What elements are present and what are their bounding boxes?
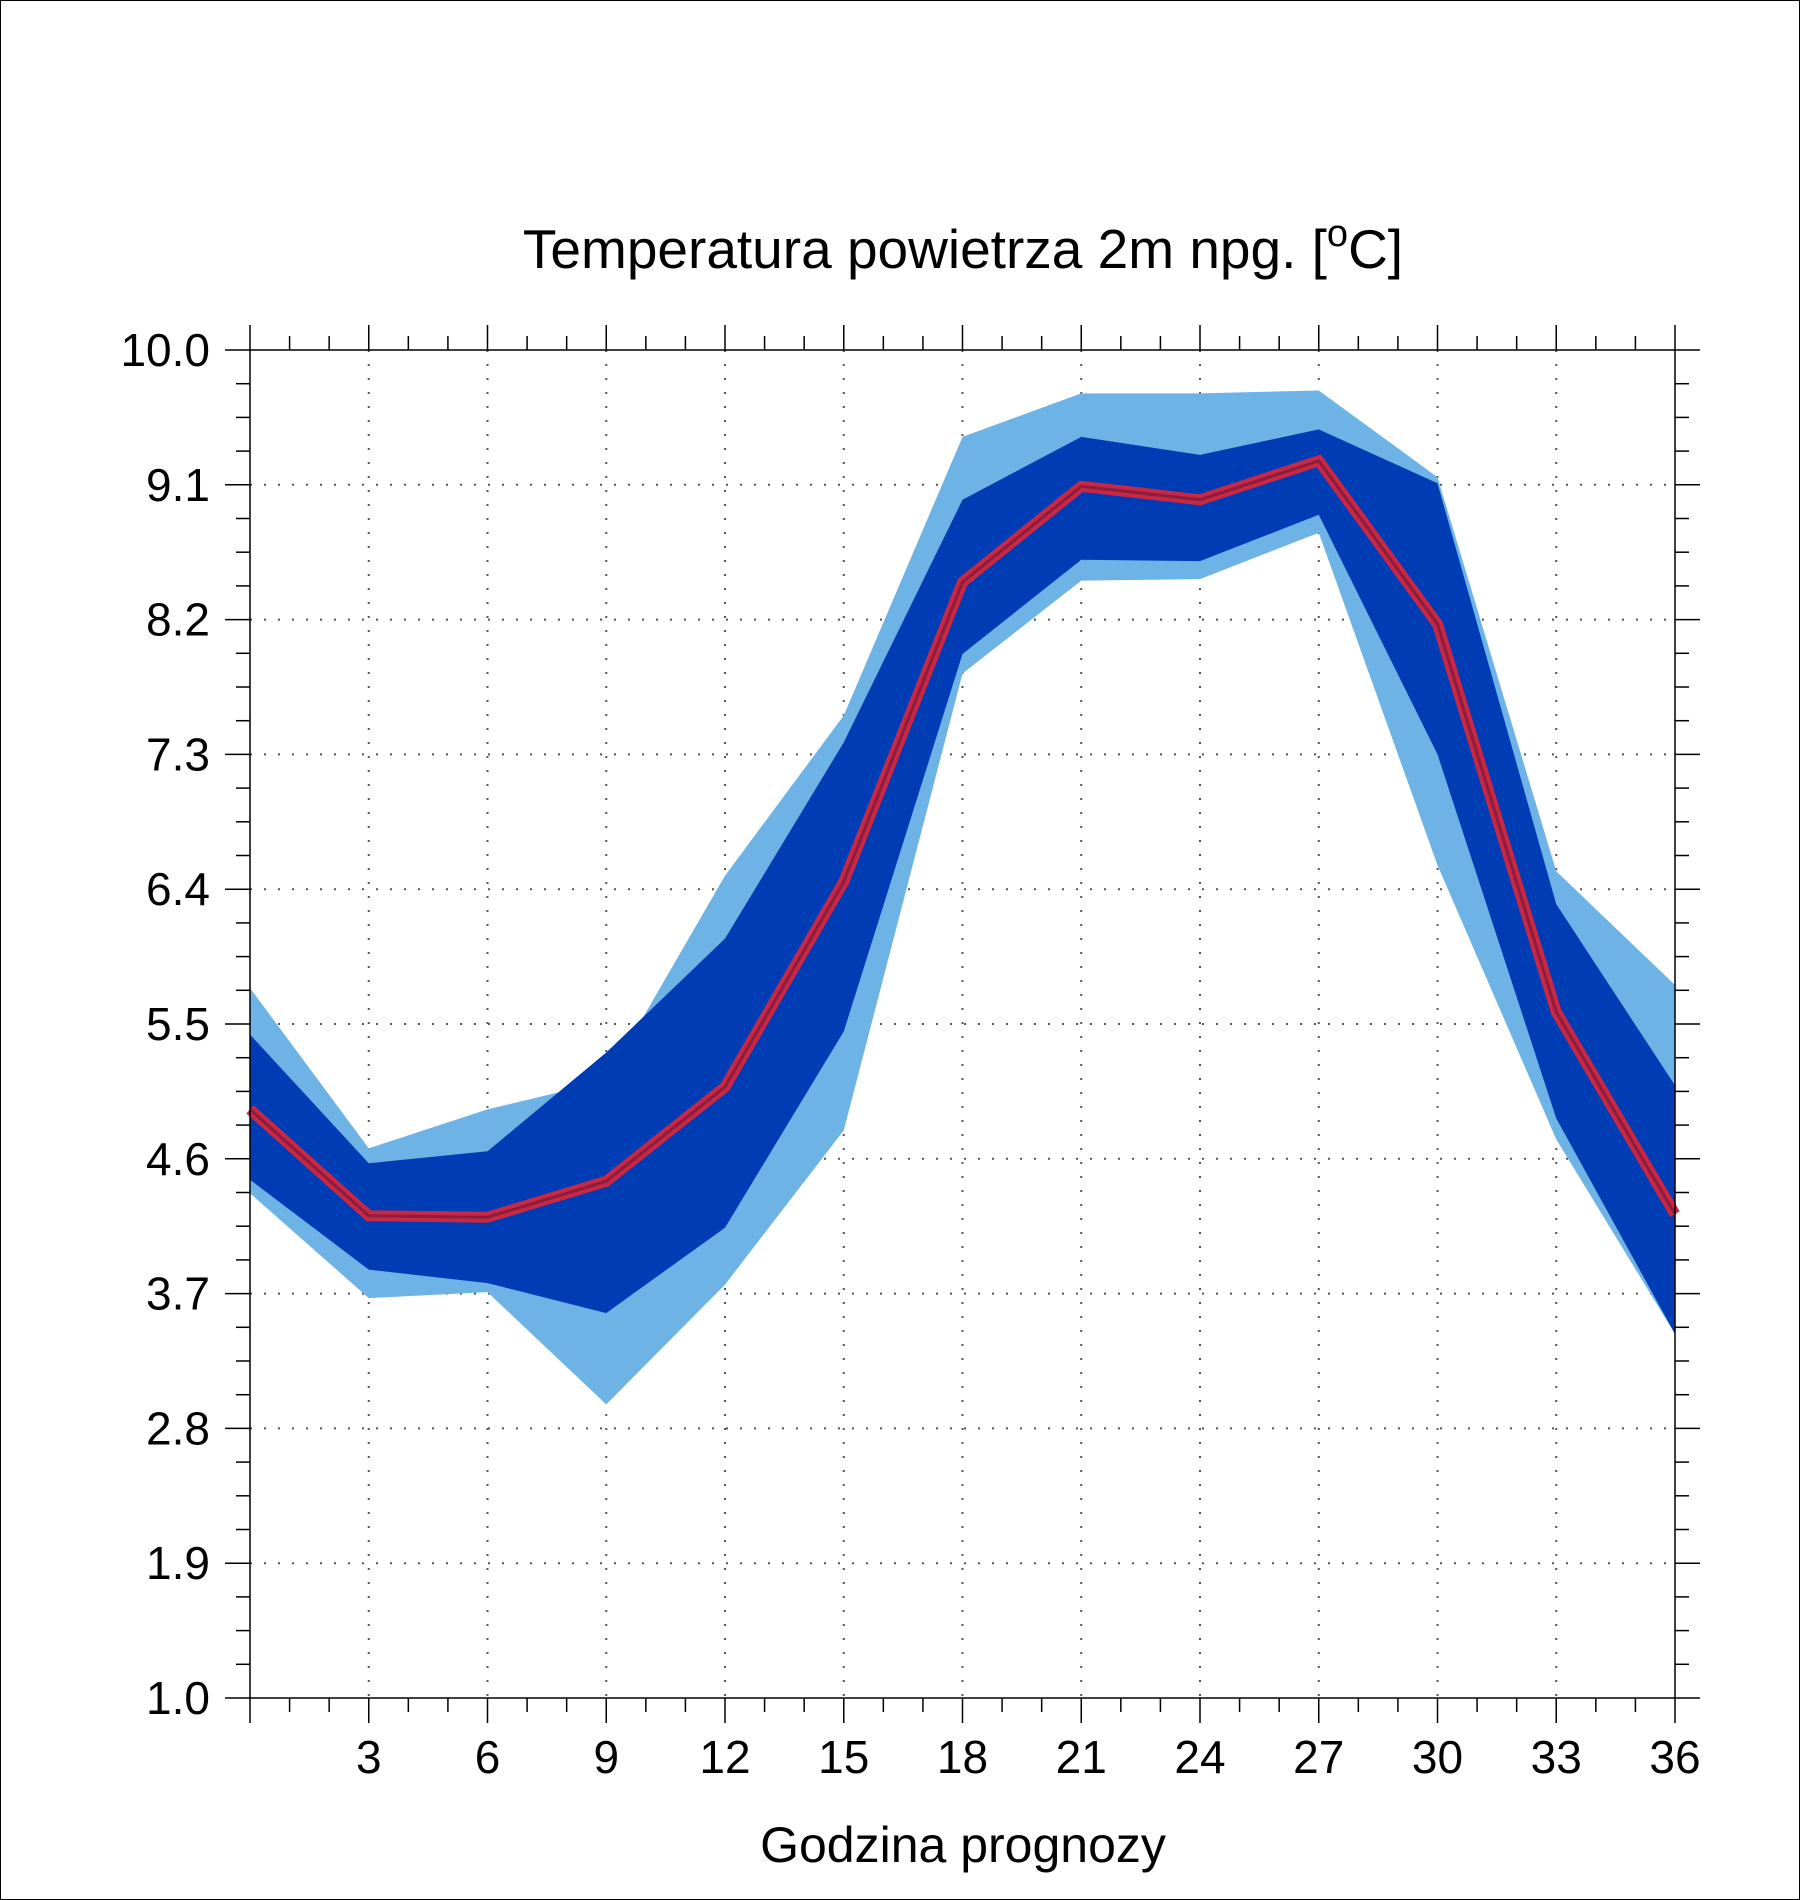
y-tick-label: 3.7 xyxy=(146,1268,210,1320)
x-tick-label: 9 xyxy=(593,1731,619,1783)
y-tick-label: 6.4 xyxy=(146,863,210,915)
y-tick-label: 9.1 xyxy=(146,459,210,511)
y-tick-label: 7.3 xyxy=(146,728,210,780)
axes xyxy=(225,325,1700,1723)
y-tick-label: 10.0 xyxy=(120,324,210,376)
x-axis-label: Godzina prognozy xyxy=(760,1817,1166,1873)
x-tick-label: 12 xyxy=(699,1731,750,1783)
y-tick-label: 8.2 xyxy=(146,594,210,646)
y-axis-tick-labels: 10.0 9.1 8.2 7.3 6.4 5.5 4.6 3.7 2.8 1.9 1.0 xyxy=(120,324,210,1724)
inner-percentile-band xyxy=(250,429,1675,1335)
chart-title: Temperatura powietrza 2m npg. [oC] xyxy=(523,213,1403,280)
x-tick-label: 33 xyxy=(1531,1731,1582,1783)
y-tick-label: 4.6 xyxy=(146,1133,210,1185)
ensemble-bands xyxy=(250,390,1675,1405)
x-tick-label: 30 xyxy=(1412,1731,1463,1783)
x-tick-label: 21 xyxy=(1056,1731,1107,1783)
x-tick-label: 36 xyxy=(1649,1731,1700,1783)
median-line-core xyxy=(248,459,1677,1219)
y-tick-label: 2.8 xyxy=(146,1402,210,1454)
x-tick-label: 24 xyxy=(1174,1731,1225,1783)
y-tick-label: 5.5 xyxy=(146,998,210,1050)
y-tick-label: 1.0 xyxy=(146,1672,210,1724)
median-line-group xyxy=(246,454,1680,1223)
y-tick-label: 1.9 xyxy=(146,1537,210,1589)
x-tick-label: 18 xyxy=(937,1731,988,1783)
x-tick-label: 6 xyxy=(475,1731,501,1783)
x-axis-tick-labels: 3 6 9 12 15 18 21 24 27 30 33 36 xyxy=(356,1731,1701,1783)
x-tick-label: 27 xyxy=(1293,1731,1344,1783)
x-tick-label: 3 xyxy=(356,1731,382,1783)
x-tick-label: 15 xyxy=(818,1731,869,1783)
